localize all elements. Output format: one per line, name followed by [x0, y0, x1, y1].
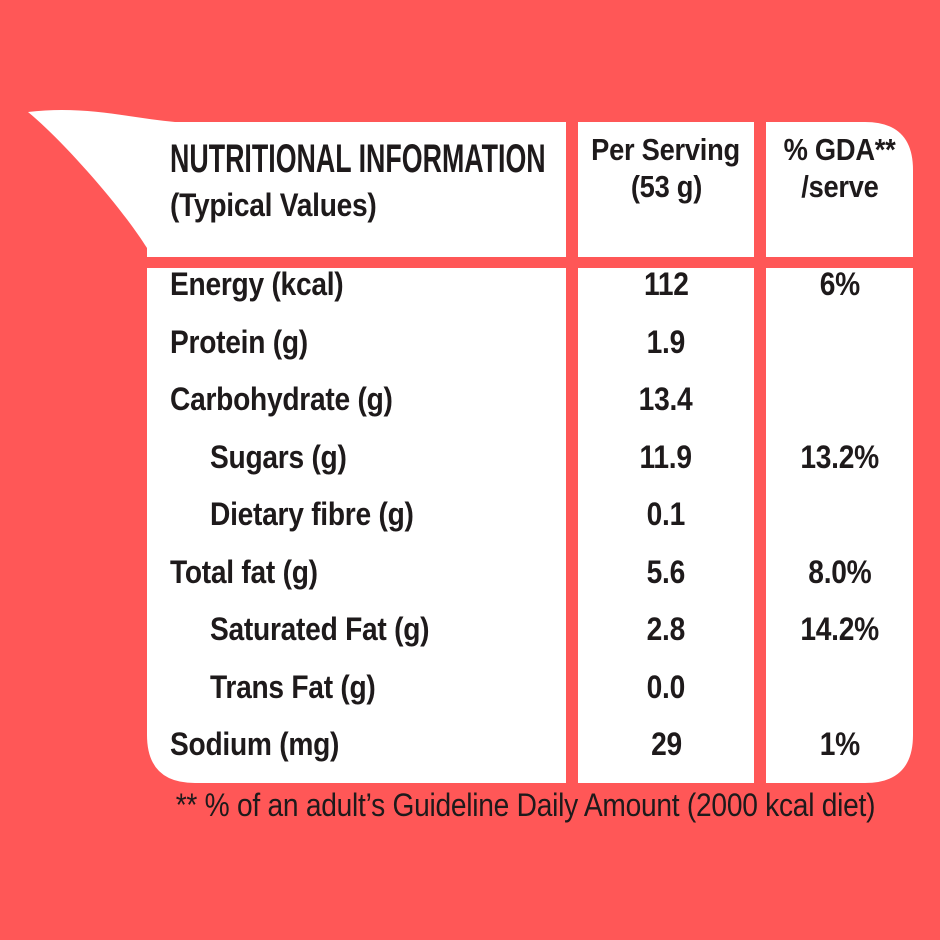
nutrient-label: Protein (g) [170, 323, 308, 360]
nutrient-label: Sugars (g) [210, 438, 347, 475]
gda-value: 14.2% [800, 611, 879, 648]
table-subtitle: (Typical Values) [170, 187, 377, 223]
per-serving-value: 0.0 [646, 668, 686, 705]
nutrient-label: Total fat (g) [170, 553, 318, 590]
per-serving-value: 29 [650, 726, 682, 763]
nutrient-label: Dietary fibre (g) [210, 496, 414, 533]
table-title-cell: NUTRITIONAL INFORMATION (Typical Values) [147, 123, 566, 256]
per-serving-value: 0.1 [646, 496, 686, 533]
nutrient-label: Sodium (mg) [170, 726, 340, 763]
gda-value [766, 659, 913, 717]
per-serving-value: 5.6 [646, 553, 686, 590]
gda-value: 1% [819, 726, 860, 763]
gda-value [766, 371, 913, 429]
table-title: NUTRITIONAL INFORMATION [170, 137, 546, 181]
col-header-per-serving: Per Serving (53 g) [591, 132, 741, 204]
panel-with-tail [28, 109, 913, 783]
gda-value: 13.2% [800, 438, 879, 475]
per-serving-value: 11.9 [639, 438, 693, 475]
per-serving-value: 13.4 [639, 381, 693, 418]
nutrition-table: NUTRITIONAL INFORMATION (Typical Values)… [147, 123, 913, 783]
gda-value: 8.0% [807, 553, 872, 590]
gda-footnote: ** % of an adult’s Guideline Daily Amoun… [175, 787, 875, 823]
column-separator-1 [566, 122, 578, 783]
column-separator-2 [754, 122, 766, 783]
col-header-gda: % GDA** /serve [783, 132, 896, 204]
nutrient-label: Energy (kcal) [170, 266, 344, 303]
nutrient-label: Trans Fat (g) [210, 668, 376, 705]
gda-value [766, 486, 913, 544]
gda-value [766, 314, 913, 372]
per-serving-value: 112 [643, 266, 689, 303]
nutrient-label: Carbohydrate (g) [170, 381, 393, 418]
nutrient-label: Saturated Fat (g) [210, 611, 430, 648]
per-serving-value: 2.8 [646, 611, 686, 648]
header-separator [147, 257, 913, 268]
per-serving-value: 1.9 [646, 323, 686, 360]
gda-value: 6% [819, 266, 860, 303]
